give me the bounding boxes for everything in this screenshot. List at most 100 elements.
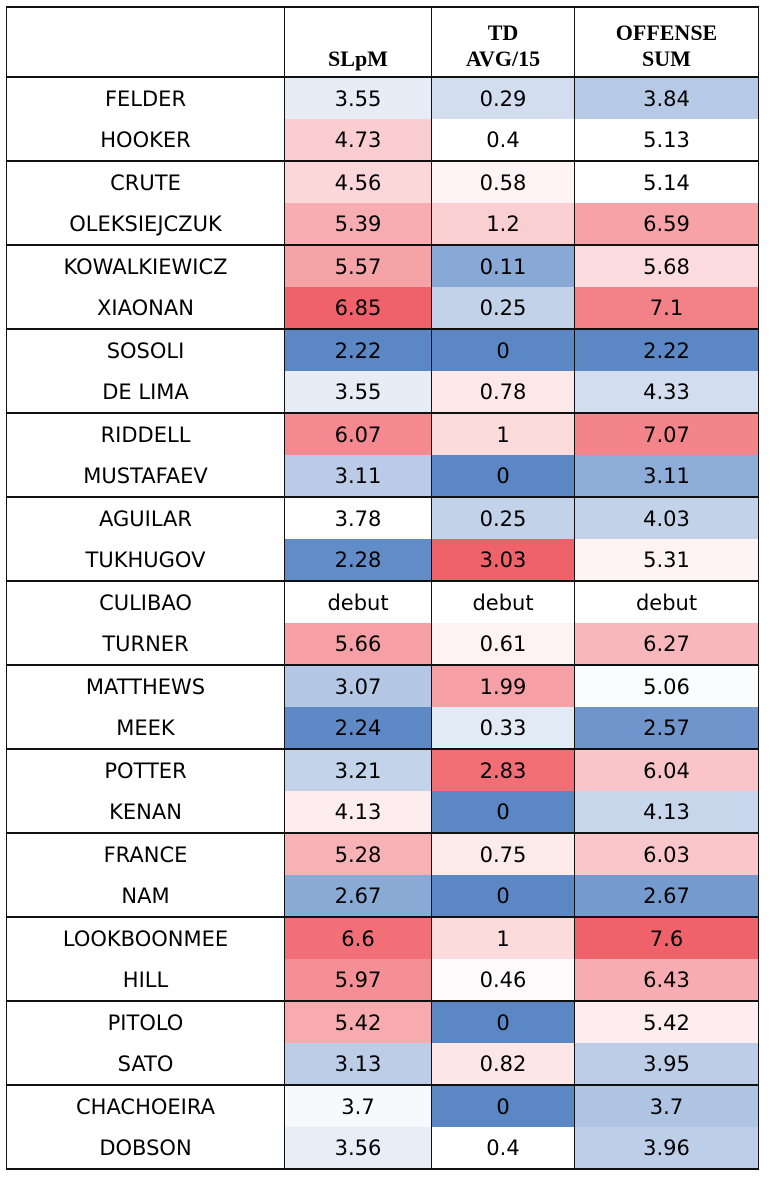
- fighter-name-cell: DE LIMA: [6, 371, 285, 413]
- td-avg-cell: 0.25: [431, 496, 575, 539]
- table-row: POTTER 3.21 2.83 6.04: [6, 748, 759, 791]
- table-row: KOWALKIEWICZ 5.57 0.11 5.68: [6, 244, 759, 287]
- table-row: RIDDELL 6.07 1 7.07: [6, 412, 759, 455]
- td-avg-cell: 0: [431, 1084, 575, 1127]
- slpm-cell: 3.07: [284, 664, 432, 707]
- slpm-cell: 5.42: [284, 1000, 432, 1043]
- table-row: HILL 5.97 0.46 6.43: [6, 959, 759, 1001]
- offense-sum-cell: 5.06: [574, 664, 759, 707]
- table-row: XIAONAN 6.85 0.25 7.1: [6, 287, 759, 329]
- header-off-line1: OFFENSE: [615, 20, 718, 45]
- fighter-name-cell: PITOLO: [6, 1000, 285, 1043]
- td-avg-cell: debut: [431, 580, 575, 623]
- slpm-cell: 3.55: [284, 371, 432, 413]
- td-avg-cell: 0: [431, 875, 575, 917]
- fighter-name-cell: KOWALKIEWICZ: [6, 244, 285, 287]
- table-row: DOBSON 3.56 0.4 3.96: [6, 1127, 759, 1170]
- offense-sum-cell: 3.7: [574, 1084, 759, 1127]
- td-avg-cell: 0: [431, 1000, 575, 1043]
- offense-sum-cell: 4.13: [574, 791, 759, 833]
- offense-sum-cell: 3.11: [574, 455, 759, 497]
- table-row: LOOKBOONMEE 6.6 1 7.6: [6, 916, 759, 959]
- slpm-cell: 4.73: [284, 119, 432, 161]
- offense-sum-cell: 6.59: [574, 203, 759, 245]
- td-avg-cell: 0.4: [431, 1127, 575, 1170]
- td-avg-cell: 0.78: [431, 371, 575, 413]
- table-row: TURNER 5.66 0.61 6.27: [6, 623, 759, 665]
- slpm-cell: debut: [284, 580, 432, 623]
- fighter-name-cell: KENAN: [6, 791, 285, 833]
- header-td-line1: TD: [487, 20, 519, 45]
- header-slpm: SLpM: [284, 6, 432, 78]
- slpm-cell: 3.56: [284, 1127, 432, 1170]
- fighter-name-cell: LOOKBOONMEE: [6, 916, 285, 959]
- td-avg-cell: 0.25: [431, 287, 575, 329]
- offense-sum-cell: 4.33: [574, 371, 759, 413]
- header-td-line2: AVG/15: [465, 46, 541, 71]
- td-avg-cell: 0.33: [431, 707, 575, 749]
- table-row: AGUILAR 3.78 0.25 4.03: [6, 496, 759, 539]
- offense-sum-cell: debut: [574, 580, 759, 623]
- td-avg-cell: 0: [431, 791, 575, 833]
- table-row: SOSOLI 2.22 0 2.22: [6, 328, 759, 371]
- header-td-avg: TD AVG/15: [431, 6, 575, 78]
- td-avg-cell: 0.46: [431, 959, 575, 1001]
- td-avg-cell: 0.61: [431, 623, 575, 665]
- table-row: TUKHUGOV 2.28 3.03 5.31: [6, 539, 759, 581]
- td-avg-cell: 0.4: [431, 119, 575, 161]
- td-avg-cell: 1.99: [431, 664, 575, 707]
- td-avg-cell: 0: [431, 328, 575, 371]
- fighter-name-cell: DOBSON: [6, 1127, 285, 1170]
- td-avg-cell: 0.82: [431, 1043, 575, 1085]
- offense-sum-cell: 7.6: [574, 916, 759, 959]
- table-row: SATO 3.13 0.82 3.95: [6, 1043, 759, 1085]
- offense-sum-cell: 5.31: [574, 539, 759, 581]
- slpm-cell: 2.24: [284, 707, 432, 749]
- fighter-name-cell: OLEKSIEJCZUK: [6, 203, 285, 245]
- fighter-name-cell: NAM: [6, 875, 285, 917]
- fighter-name-cell: SATO: [6, 1043, 285, 1085]
- table-row: CRUTE 4.56 0.58 5.14: [6, 160, 759, 203]
- fighter-name-cell: CRUTE: [6, 160, 285, 203]
- header-off-line2: SUM: [642, 46, 691, 71]
- slpm-cell: 5.28: [284, 832, 432, 875]
- offense-sum-cell: 4.03: [574, 496, 759, 539]
- offense-sum-cell: 5.14: [574, 160, 759, 203]
- offense-sum-cell: 6.27: [574, 623, 759, 665]
- fighter-name-cell: FELDER: [6, 76, 285, 119]
- td-avg-cell: 0.11: [431, 244, 575, 287]
- table-row: MATTHEWS 3.07 1.99 5.06: [6, 664, 759, 707]
- table-row: PITOLO 5.42 0 5.42: [6, 1000, 759, 1043]
- td-avg-cell: 3.03: [431, 539, 575, 581]
- slpm-cell: 2.22: [284, 328, 432, 371]
- fighter-name-cell: MUSTAFAEV: [6, 455, 285, 497]
- table-row: NAM 2.67 0 2.67: [6, 875, 759, 917]
- header-slpm-label: SLpM: [328, 46, 388, 71]
- table-row: MEEK 2.24 0.33 2.57: [6, 707, 759, 749]
- offense-sum-cell: 3.84: [574, 76, 759, 119]
- fighter-name-cell: AGUILAR: [6, 496, 285, 539]
- table-row: MUSTAFAEV 3.11 0 3.11: [6, 455, 759, 497]
- offense-sum-cell: 7.07: [574, 412, 759, 455]
- offense-sum-cell: 5.42: [574, 1000, 759, 1043]
- table-row: KENAN 4.13 0 4.13: [6, 791, 759, 833]
- table-row: OLEKSIEJCZUK 5.39 1.2 6.59: [6, 203, 759, 245]
- offense-sum-cell: 2.67: [574, 875, 759, 917]
- fighter-name-cell: MATTHEWS: [6, 664, 285, 707]
- slpm-cell: 3.21: [284, 748, 432, 791]
- offense-sum-cell: 3.96: [574, 1127, 759, 1170]
- slpm-cell: 5.39: [284, 203, 432, 245]
- table-row: DE LIMA 3.55 0.78 4.33: [6, 371, 759, 413]
- table-row: FELDER 3.55 0.29 3.84: [6, 76, 759, 119]
- slpm-cell: 3.55: [284, 76, 432, 119]
- slpm-cell: 5.66: [284, 623, 432, 665]
- fighter-name-cell: TUKHUGOV: [6, 539, 285, 581]
- slpm-cell: 5.57: [284, 244, 432, 287]
- table-row: CHACHOEIRA 3.7 0 3.7: [6, 1084, 759, 1127]
- slpm-cell: 4.56: [284, 160, 432, 203]
- slpm-cell: 6.85: [284, 287, 432, 329]
- fighter-name-cell: HILL: [6, 959, 285, 1001]
- table-row: CULIBAO debut debut debut: [6, 580, 759, 623]
- fighter-stats-table: SLpM TD AVG/15 OFFENSE SUM FELDER 3.55 0.29 3…: [6, 6, 759, 1192]
- td-avg-cell: 1: [431, 412, 575, 455]
